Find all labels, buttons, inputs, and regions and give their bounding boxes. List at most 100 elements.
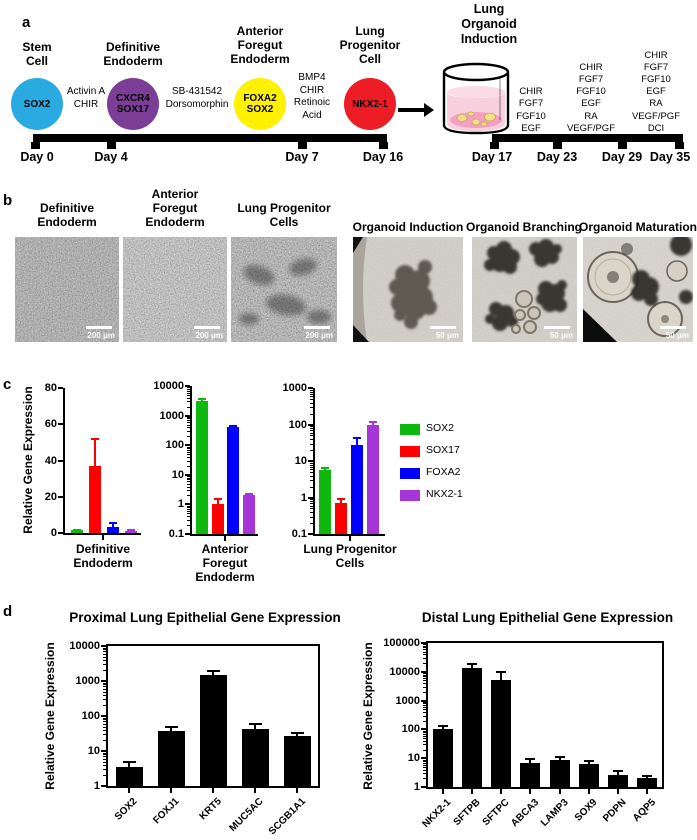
error-bar-FOXA2	[356, 438, 358, 445]
y-tick-label: 0.1	[291, 528, 307, 540]
error-cap-NKX2-1	[127, 529, 135, 532]
y-minor-tick	[187, 507, 190, 509]
scale-bar	[304, 326, 330, 329]
y-tick-label: 1	[177, 498, 184, 511]
y-minor-tick	[187, 479, 190, 481]
y-minor-tick	[310, 508, 313, 510]
y-minor-tick	[103, 659, 106, 661]
legend-label-SOX17: SOX17	[426, 444, 460, 456]
timeline1-day-label-2: Day 7	[285, 150, 319, 164]
y-minor-tick	[423, 762, 426, 764]
scale-bar	[660, 326, 686, 329]
y-minor-tick	[310, 505, 313, 507]
treatment-text-2: BMP4 CHIR Retinoic Acid	[293, 72, 331, 121]
error-cap-SCGB1A1	[290, 731, 304, 734]
error-bar-SFTPC	[500, 671, 503, 681]
x-tick-AQP5	[646, 789, 649, 794]
y-minor-tick	[187, 436, 190, 438]
y-minor-tick	[187, 446, 190, 448]
stage-title-2: Anterior Foregut Endoderm	[230, 24, 290, 66]
d-dist-y-axis-label: Relative Gene Expression	[361, 642, 375, 790]
y-tick	[308, 533, 313, 535]
y-minor-tick	[310, 432, 313, 434]
y-minor-tick	[310, 407, 313, 409]
timeline1-tick-2	[297, 142, 307, 149]
y-tick-label: 10	[87, 745, 100, 757]
y-minor-tick	[310, 426, 313, 428]
y-tick-label: 1	[413, 781, 420, 793]
bar-SFTPC	[491, 680, 512, 787]
x-label-SOX2: SOX2	[113, 796, 140, 823]
y-minor-tick	[187, 397, 190, 399]
y-minor-tick	[423, 738, 426, 740]
right-frame	[318, 644, 320, 788]
y-minor-tick	[310, 443, 313, 445]
error-cap-AQP5	[642, 775, 653, 778]
organoid-dots	[456, 111, 496, 127]
y-minor-tick	[103, 694, 106, 696]
stage-title-0: Stem Cell	[22, 40, 52, 68]
stage-marker-2: FOXA2 SOX2	[243, 93, 277, 115]
y-minor-tick	[187, 401, 190, 403]
y-minor-tick	[187, 477, 190, 479]
error-cap-FOXA2	[109, 522, 117, 525]
error-bar-SOX2	[324, 468, 326, 471]
micrograph-label-organoid-branching: Organoid Branching	[465, 220, 582, 234]
y-tick	[421, 642, 426, 644]
top-frame	[106, 644, 320, 646]
bar-SOX2	[115, 766, 143, 786]
y-tick-label: 10000	[389, 665, 420, 678]
error-bar-AQP5	[646, 776, 649, 779]
y-minor-tick	[187, 508, 190, 510]
y-minor-tick	[187, 431, 190, 433]
error-bar-LAMP3	[558, 757, 561, 760]
bar-SOX17	[89, 465, 101, 533]
y-minor-tick	[103, 719, 106, 721]
chart-c-de: 0 20 40 60 80	[45, 382, 141, 540]
y-minor-tick	[310, 466, 313, 468]
x-label-FOXJ1: FOXJ1	[151, 796, 182, 827]
arrow-icon	[398, 108, 424, 112]
y-tick-label: 100	[165, 439, 184, 452]
scale-bar-label: 200 μm	[195, 331, 223, 340]
chart-d-prox: 1 10 100 1000 10000 SOX2 FOXJ1 KRT5 MUC5AC SCGB1A…	[69, 640, 320, 837]
y-minor-tick	[310, 389, 313, 391]
y-tick	[308, 496, 313, 499]
y-minor-tick	[423, 658, 426, 660]
y-minor-tick	[423, 749, 426, 751]
y-minor-tick	[423, 735, 426, 737]
error-cap-SOX9	[583, 759, 594, 762]
y-minor-tick	[103, 756, 106, 758]
x-tick-NKX2-1	[441, 789, 444, 794]
y-minor-tick	[423, 647, 426, 649]
y-minor-tick	[423, 712, 426, 714]
y-minor-tick	[187, 418, 190, 420]
y-minor-tick	[310, 396, 313, 398]
x-group-tick	[102, 535, 104, 540]
y-minor-tick	[310, 439, 313, 441]
y-axis	[106, 644, 108, 788]
y-tick-label: 1	[300, 491, 307, 504]
y-minor-tick	[423, 766, 426, 768]
y-minor-tick	[103, 684, 106, 686]
panel-c-label: c	[3, 376, 12, 393]
treatment-text-1: SB-431542 Dorsomorphin	[165, 86, 229, 110]
micrograph-label-organoid-induction: Organoid Induction	[352, 220, 464, 234]
error-bar-PDPN	[617, 771, 620, 775]
y-minor-tick	[103, 656, 106, 658]
micrograph-organoid-maturation: 50 μm	[583, 237, 693, 342]
y-minor-tick	[187, 394, 190, 396]
y-tick	[185, 414, 190, 417]
x-label-KRT5: KRT5	[197, 796, 224, 823]
scale-bar-label: 50 μm	[549, 331, 573, 340]
y-minor-tick	[103, 764, 106, 766]
x-tick-SOX9	[587, 789, 590, 794]
factor-column-0: CHIR FGF7 FGF10 EGF	[516, 86, 546, 134]
error-bar-NKX2-1	[372, 422, 374, 426]
y-tick-label: 0.1	[168, 528, 184, 540]
y-minor-tick	[103, 723, 106, 725]
y-minor-tick	[187, 513, 190, 515]
y-minor-tick	[187, 416, 190, 418]
y-tick	[101, 645, 106, 647]
